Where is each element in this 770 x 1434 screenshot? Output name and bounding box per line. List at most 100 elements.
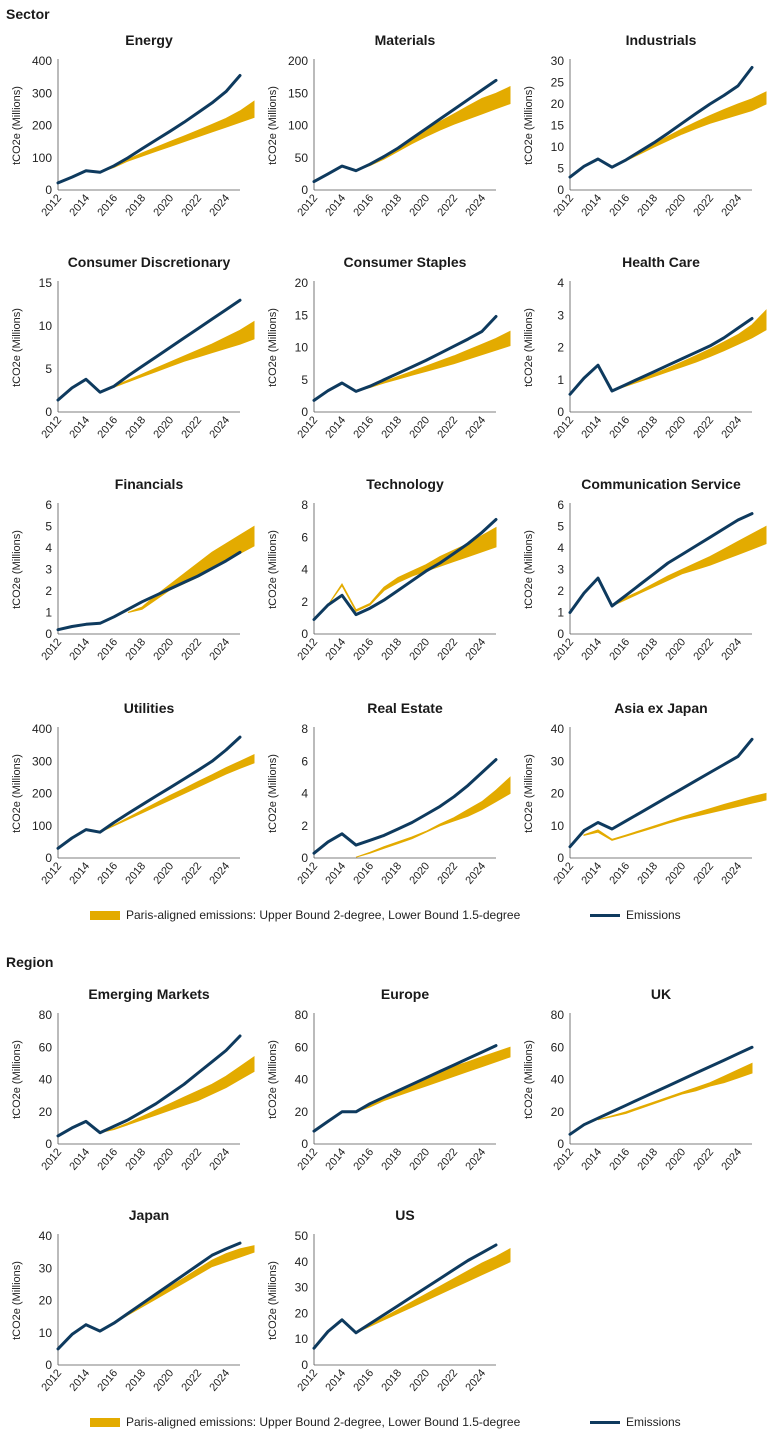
x-tick-label: 2014: [323, 860, 348, 886]
y-tick-label: 200: [288, 54, 308, 68]
x-tick-label: 2018: [379, 414, 404, 440]
x-tick-label: 2012: [551, 1146, 576, 1172]
y-tick-label: 8: [301, 722, 308, 736]
x-tick-label: 2022: [691, 860, 716, 886]
y-tick-label: 0: [45, 851, 52, 865]
paris-band-area: [355, 1248, 511, 1334]
chart-panel: Real Estate tCO2e (Millions) 0 2 4 6 8 2012 2014…: [267, 700, 511, 887]
x-tick-label: 2014: [579, 192, 604, 218]
y-tick-label: 80: [295, 1008, 309, 1022]
x-tick-label: 2012: [551, 192, 576, 218]
x-tick-label: 2012: [551, 414, 576, 440]
emissions-line: [56, 1241, 242, 1351]
emissions-line: [312, 758, 498, 855]
x-tick-label: 2022: [435, 414, 460, 440]
x-tick-label: 2014: [323, 636, 348, 662]
x-tick-label: 2018: [379, 636, 404, 662]
y-tick-label: 30: [39, 1261, 53, 1275]
x-tick-label: 2022: [691, 192, 716, 218]
x-tick-label: 2018: [123, 636, 148, 662]
y-tick-label: 5: [45, 520, 52, 534]
x-tick-label: 2018: [635, 192, 660, 218]
x-tick-label: 2022: [435, 860, 460, 886]
emissions-line: [312, 78, 498, 184]
y-tick-label: 0: [557, 627, 564, 641]
x-tick-label: 2018: [123, 860, 148, 886]
y-tick-label: 0: [45, 1137, 52, 1151]
chart-title: Europe: [381, 986, 429, 1002]
y-tick-label: 6: [557, 498, 564, 512]
x-tick-label: 2022: [435, 192, 460, 218]
x-tick-label: 2012: [39, 192, 64, 218]
y-tick-label: 40: [551, 1073, 565, 1087]
legend-band-swatch: [90, 1418, 120, 1427]
paris-band-area: [611, 525, 767, 607]
x-tick-label: 2020: [407, 1146, 432, 1172]
x-tick-label: 2012: [551, 636, 576, 662]
section-title-sector: Sector: [6, 6, 50, 22]
y-tick-label: 0: [45, 405, 52, 419]
y-tick-label: 0: [557, 1137, 564, 1151]
y-tick-label: 100: [32, 819, 52, 833]
y-tick-label: 50: [295, 1229, 309, 1243]
x-tick-label: 2012: [295, 860, 320, 886]
legend-line-label: Emissions: [626, 908, 681, 922]
y-tick-label: 40: [295, 1255, 309, 1269]
chart-panel: Industrials tCO2e (Millions) 0 5 10 15 20 25 30 2…: [523, 32, 767, 219]
x-tick-label: 2024: [207, 1146, 232, 1172]
y-axis-label: tCO2e (Millions): [11, 1261, 23, 1340]
y-tick-label: 15: [295, 308, 309, 322]
x-tick-label: 2024: [463, 192, 488, 218]
x-tick-label: 2012: [39, 860, 64, 886]
x-tick-label: 2014: [67, 636, 92, 662]
x-tick-label: 2018: [379, 1367, 404, 1393]
emissions-line: [56, 550, 242, 632]
x-tick-label: 2022: [435, 636, 460, 662]
x-tick-label: 2020: [407, 860, 432, 886]
chart-title: Communication Service: [581, 476, 741, 492]
x-tick-label: 2022: [179, 636, 204, 662]
x-tick-label: 2014: [579, 636, 604, 662]
y-tick-label: 40: [39, 1229, 53, 1243]
chart-title: Energy: [125, 32, 173, 48]
y-tick-label: 30: [551, 754, 565, 768]
y-tick-label: 0: [301, 405, 308, 419]
paris-band-area: [597, 1062, 753, 1121]
x-tick-label: 2012: [39, 1146, 64, 1172]
chart-title: Materials: [375, 32, 436, 48]
y-tick-label: 6: [45, 498, 52, 512]
y-tick-label: 0: [557, 183, 564, 197]
y-tick-label: 25: [551, 76, 565, 90]
y-axis-label: tCO2e (Millions): [523, 754, 535, 833]
y-tick-label: 40: [551, 722, 565, 736]
x-tick-label: 2018: [123, 192, 148, 218]
x-tick-label: 2020: [151, 192, 176, 218]
x-tick-label: 2012: [39, 1367, 64, 1393]
y-tick-label: 3: [557, 308, 564, 322]
x-tick-label: 2018: [635, 860, 660, 886]
y-tick-label: 10: [295, 341, 309, 355]
x-tick-label: 2022: [179, 1367, 204, 1393]
paris-band-area: [355, 330, 511, 392]
y-tick-label: 0: [557, 851, 564, 865]
y-tick-label: 4: [45, 541, 52, 555]
legend-band-label: Paris-aligned emissions: Upper Bound 2-d…: [126, 908, 521, 922]
y-tick-label: 400: [32, 54, 52, 68]
legend-band-swatch: [90, 911, 120, 920]
y-tick-label: 40: [295, 1073, 309, 1087]
x-tick-label: 2014: [67, 414, 92, 440]
chart-panel: Materials tCO2e (Millions) 0 50 100 150 200 201…: [267, 32, 511, 219]
y-axis-label: tCO2e (Millions): [267, 754, 279, 833]
y-tick-label: 300: [32, 86, 52, 100]
y-tick-label: 20: [551, 787, 565, 801]
x-tick-label: 2014: [67, 1146, 92, 1172]
y-tick-label: 6: [301, 530, 308, 544]
emissions-line: [312, 518, 498, 621]
chart-panel: Health Care tCO2e (Millions) 0 1 2 3 4 2012 2014…: [523, 254, 767, 441]
y-tick-label: 0: [301, 851, 308, 865]
x-tick-label: 2024: [719, 860, 744, 886]
y-tick-label: 40: [39, 1073, 53, 1087]
